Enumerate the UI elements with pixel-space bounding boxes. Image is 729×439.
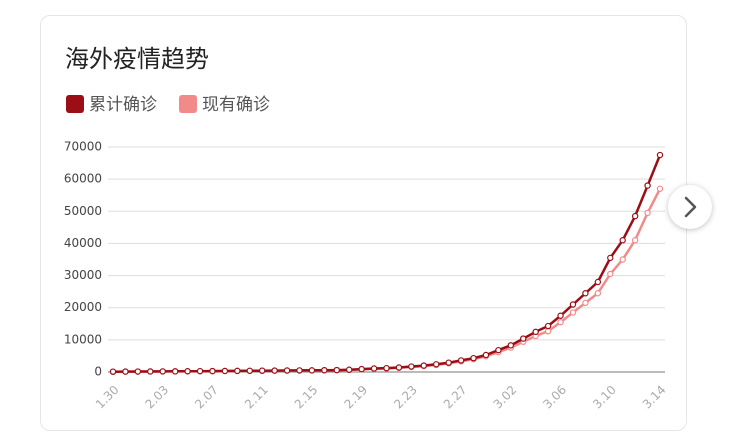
data-point [631,212,639,220]
data-point [383,364,390,372]
data-point [582,299,589,307]
data-point [644,209,651,217]
data-point [433,361,440,368]
data-point [221,367,229,375]
x-tick-label: 2.07 [192,383,221,412]
data-point [544,322,552,330]
data-point [507,342,515,349]
data-point [308,367,316,374]
data-point [196,367,204,375]
data-point [122,368,129,375]
data-point [321,367,328,374]
data-point [283,367,291,374]
card [40,15,687,431]
x-tick-label: 2.03 [143,383,172,412]
y-tick-label: 30000 [64,268,102,282]
data-point [557,312,564,319]
x-tick-label: 2.27 [441,383,470,412]
y-tick-label: 10000 [64,332,102,346]
x-tick-label: 2.19 [341,383,370,412]
data-point [296,367,303,374]
data-point [209,367,216,375]
x-tick-label: 3.02 [491,383,520,412]
y-tick-label: 0 [94,365,102,379]
y-tick-label: 40000 [64,236,102,250]
data-point [557,318,564,326]
data-point [258,367,266,374]
chart-title: 海外疫情趋势 [65,45,209,73]
data-point [134,368,142,375]
data-point [420,362,427,369]
data-point [234,367,241,375]
y-tick-label: 70000 [64,140,102,154]
data-point [246,367,253,374]
data-point [656,185,664,192]
data-point [532,328,539,336]
data-point [520,335,527,342]
x-tick-label: 2.11 [242,383,271,412]
x-tick-label: 3.10 [590,383,619,412]
data-point [470,354,477,362]
series-line [112,188,662,373]
data-point [569,309,577,316]
data-point [619,256,626,263]
data-point [644,182,651,189]
y-tick-label: 60000 [64,172,102,186]
data-point [482,351,490,359]
data-point [569,301,577,308]
data-point [457,357,465,364]
x-tick-label: 2.15 [292,383,321,412]
data-point [184,368,191,375]
data-point [171,368,179,375]
data-point [358,365,365,373]
legend-label: 累计确诊 [89,95,157,115]
x-tick-label: 3.06 [540,383,569,412]
data-point [607,270,614,278]
data-point [159,368,166,375]
data-point [544,327,552,335]
data-point [594,290,602,297]
next-button[interactable] [668,185,712,229]
data-point [445,359,452,366]
legend-swatch [179,95,197,113]
data-point [582,290,589,297]
data-point [607,254,614,262]
data-point [594,278,602,286]
x-tick-label: 1.30 [93,383,122,412]
series-line [112,154,662,373]
data-point [656,151,664,159]
data-point [619,237,626,244]
legend-label: 现有确诊 [202,95,270,115]
legend-swatch [66,95,84,113]
next-icon[interactable] [668,185,712,229]
x-tick-label: 2.23 [391,383,420,412]
x-tick-label: 3.14 [640,383,669,412]
data-point [333,366,340,374]
data-point [147,368,154,375]
data-point [109,368,117,375]
y-tick-label: 50000 [64,204,102,218]
data-point [271,367,278,374]
y-tick-label: 20000 [64,300,102,314]
data-point [370,365,378,372]
chevron[interactable] [684,196,697,218]
data-point [495,346,502,354]
data-point [346,366,353,373]
data-point [408,363,415,370]
data-point [395,364,403,371]
data-point [631,237,639,244]
